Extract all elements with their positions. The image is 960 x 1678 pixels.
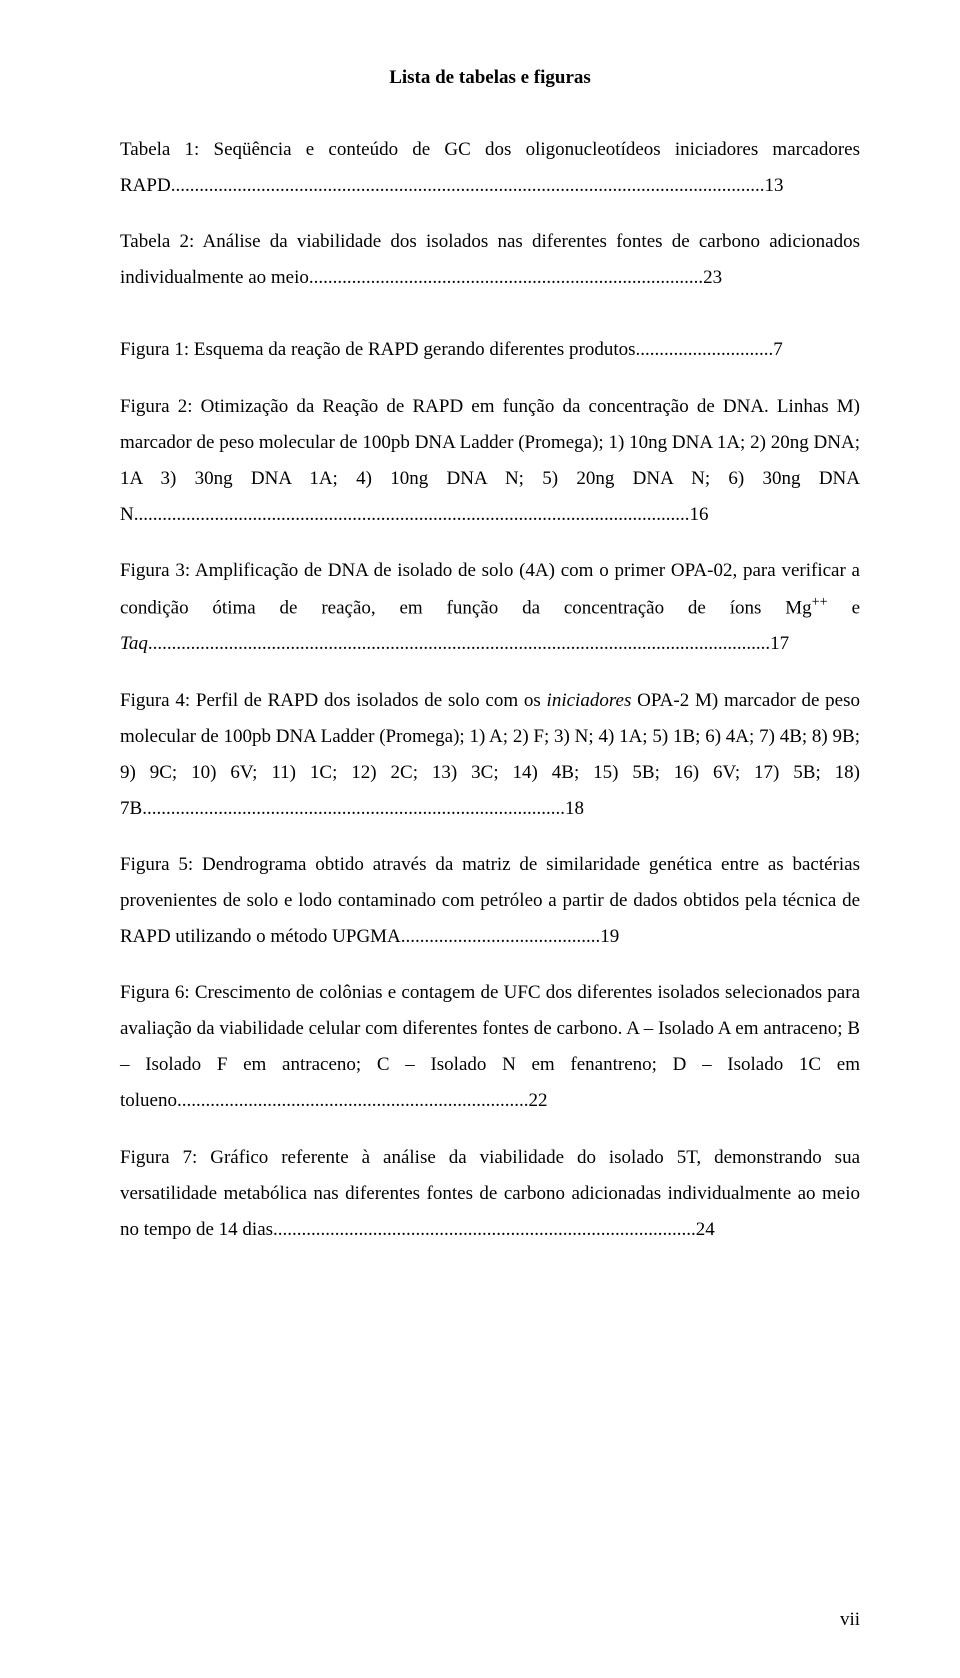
entry-dots: ........................................… [177, 1090, 529, 1111]
italic-text: iniciadores [547, 690, 632, 711]
entry-dots: ........................................… [148, 633, 770, 654]
list-item: Figura 4: Perfil de RAPD dos isolados de… [120, 683, 860, 827]
entry-page: 23 [703, 267, 722, 288]
italic-text: Taq [120, 633, 148, 654]
entry-text: Figura 4: Perfil de RAPD dos isolados de… [120, 690, 547, 711]
entry-dots: ............................. [636, 339, 774, 360]
entry-page: 17 [770, 633, 789, 654]
entry-page: 7 [773, 339, 783, 360]
entry-text: Figura 3: Amplificação de DNA de isolado… [120, 560, 860, 618]
list-item: Tabela 2: Análise da viabilidade dos iso… [120, 224, 860, 296]
entry-page: 24 [696, 1219, 715, 1240]
list-item: Figura 7: Gráfico referente à análise da… [120, 1140, 860, 1248]
list-item: Figura 3: Amplificação de DNA de isolado… [120, 553, 860, 663]
entry-dots: ........................................… [273, 1219, 696, 1240]
entry-page: 18 [565, 798, 584, 819]
entry-text-mid: e [828, 597, 860, 618]
entry-text: Figura 1: Esquema da reação de RAPD gera… [120, 339, 636, 360]
entry-dots: ........................................… [401, 926, 601, 947]
superscript: ++ [812, 594, 828, 610]
entry-page: 22 [529, 1090, 548, 1111]
entry-page: 19 [600, 926, 619, 947]
list-item: Figura 1: Esquema da reação de RAPD gera… [120, 332, 860, 368]
entry-dots: ........................................… [142, 798, 565, 819]
list-item: Figura 2: Otimização da Reação de RAPD e… [120, 389, 860, 533]
list-item: Figura 6: Crescimento de colônias e cont… [120, 975, 860, 1119]
entry-dots: ........................................… [134, 504, 690, 525]
entry-dots: ........................................… [309, 267, 703, 288]
list-item: Figura 5: Dendrograma obtido através da … [120, 847, 860, 955]
page-number: vii [840, 1602, 860, 1638]
entry-page: 13 [764, 175, 783, 196]
list-item: Tabela 1: Seqüência e conteúdo de GC dos… [120, 132, 860, 204]
page-title: Lista de tabelas e figuras [120, 60, 860, 96]
entry-dots: ........................................… [171, 175, 765, 196]
entry-page: 16 [689, 504, 708, 525]
